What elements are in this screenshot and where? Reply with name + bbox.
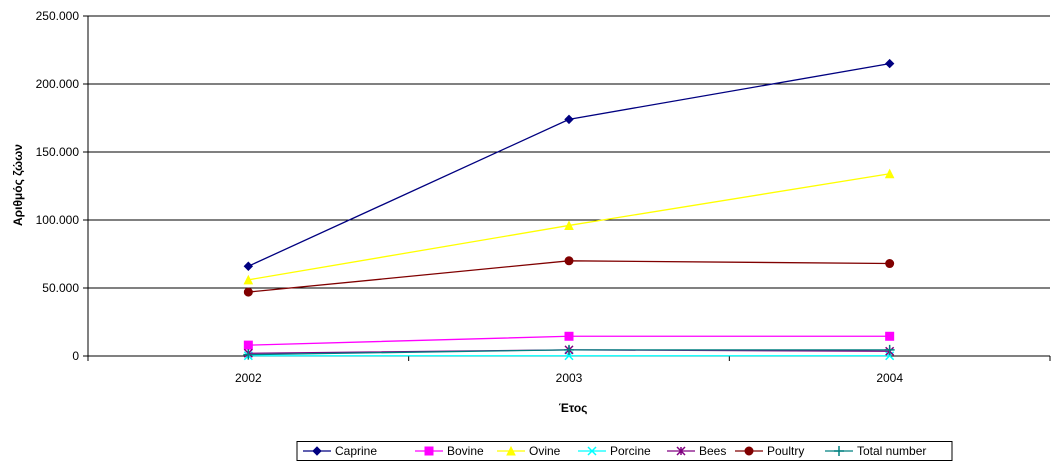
legend-item-porcine: Porcine: [578, 444, 651, 458]
data-point-total-number: [884, 344, 895, 355]
legend-item-poultry: Poultry: [735, 444, 804, 458]
legend-label: Ovine: [529, 444, 561, 458]
legend: Caprine Bovine Ovine Porcine Bees Poultry Tota…: [296, 441, 953, 461]
gridlines: [88, 15, 1050, 289]
legend-marker: [506, 445, 516, 456]
series-poultry: [243, 256, 895, 297]
legend-marker: [424, 446, 434, 456]
y-tick-label: 150.000: [36, 145, 80, 159]
legend-item-bovine: Bovine: [415, 444, 484, 458]
legend-label: Bees: [699, 444, 726, 458]
data-point-poultry: [564, 256, 574, 266]
legend-item-ovine: Ovine: [497, 444, 561, 458]
data-point-ovine: [884, 168, 895, 179]
x-tick-label: 2004: [876, 371, 903, 385]
x-tick-label: 2002: [235, 371, 262, 385]
data-point-caprine: [243, 261, 254, 271]
legend-marker: [587, 446, 597, 456]
legend-marker: [834, 446, 844, 456]
series-total-number: [243, 344, 895, 360]
series-layer: [243, 58, 895, 361]
legend-marker: [312, 446, 322, 456]
data-point-caprine: [884, 58, 895, 69]
axes: 0 50.000 100.000 150.000 200.000 250.000 2002 2…: [36, 9, 1051, 385]
data-point-bovine: [564, 331, 574, 341]
legend-label: Poultry: [767, 444, 804, 458]
data-point-ovine: [564, 220, 574, 230]
legend-label: Bovine: [447, 444, 484, 458]
data-point-total-number: [243, 349, 254, 360]
data-point-poultry: [243, 287, 253, 297]
y-tick-label: 50.000: [42, 281, 79, 295]
y-tick-label: 100.000: [36, 213, 80, 227]
series-line-poultry: [248, 260, 890, 293]
series-caprine: [243, 58, 895, 271]
data-point-total-number: [564, 344, 574, 355]
legend-marker: [676, 446, 686, 456]
legend-label: Caprine: [335, 444, 377, 458]
legend-item-total-number: Total number: [825, 444, 926, 458]
series-line-caprine: [248, 62, 890, 267]
series-ovine: [243, 168, 895, 285]
data-point-bovine: [885, 331, 895, 341]
data-point-ovine: [243, 274, 254, 285]
legend-label: Porcine: [610, 444, 651, 458]
series-bovine: [243, 331, 895, 350]
data-point-caprine: [564, 114, 574, 125]
legend-item-caprine: Caprine: [303, 444, 377, 458]
x-tick-label: 2003: [556, 371, 583, 385]
x-axis-title: Έτος: [559, 401, 588, 415]
y-tick-label: 200.000: [36, 77, 80, 91]
y-tick-label: 0: [72, 349, 79, 363]
data-point-bovine: [243, 340, 253, 350]
legend-box: [296, 441, 953, 461]
legend-item-bees: Bees: [667, 444, 726, 458]
data-point-poultry: [885, 259, 895, 269]
legend-label: Total number: [857, 444, 926, 458]
y-tick-label: 250.000: [36, 9, 80, 23]
y-axis-title: Αριθμός ζώων: [11, 144, 25, 226]
legend-marker: [744, 446, 754, 456]
